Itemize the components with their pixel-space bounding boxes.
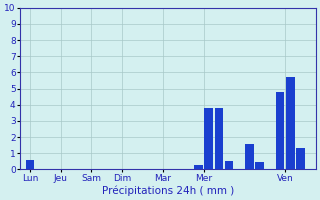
Bar (26, 160, 34, 169)
Bar (225, 161, 233, 169)
Bar (255, 162, 264, 169)
Bar (276, 92, 284, 169)
X-axis label: Précipitations 24h ( mm ): Précipitations 24h ( mm ) (102, 185, 234, 196)
Bar (245, 144, 254, 169)
Bar (194, 165, 203, 169)
Bar (296, 148, 305, 169)
Bar (286, 77, 295, 169)
Bar (214, 108, 223, 169)
Bar (204, 108, 213, 169)
